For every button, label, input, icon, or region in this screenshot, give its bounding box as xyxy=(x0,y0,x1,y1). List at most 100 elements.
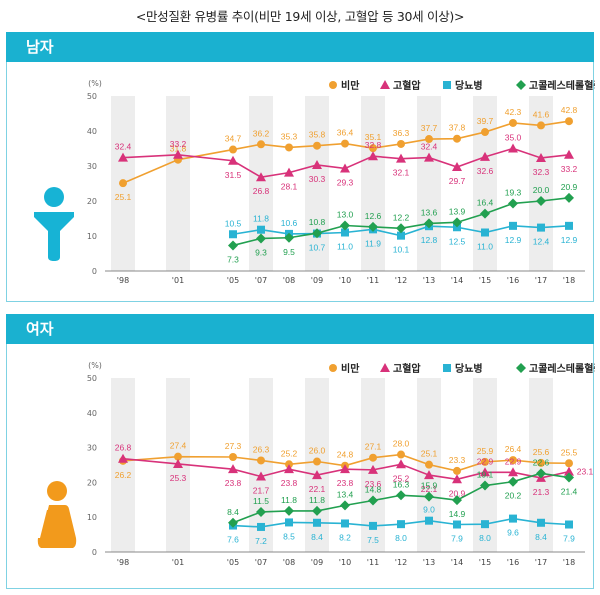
series-diabetes: 7.6 7.2 8.5 8.4 8.2 7.5 8.0 9.0 7.9 8.0 9.6 8.4 7.9 xyxy=(227,505,575,546)
y-tick-label: 0 xyxy=(92,267,97,276)
data-point-obesity xyxy=(174,452,182,461)
data-point-obesity xyxy=(119,179,127,188)
data-label-obesity: 25.5 xyxy=(561,447,578,457)
panel-header-female: 여자 xyxy=(6,314,594,344)
data-point-cholesterol xyxy=(508,476,518,487)
panel-male: 0 10 20 30 40 50 (%) '98 '01 '05 '07 '08 '09 '10 '11 '1… xyxy=(6,62,595,302)
x-tick-label: '09 xyxy=(311,558,323,567)
data-point-hypertension xyxy=(340,464,350,474)
data-point-diabetes xyxy=(229,230,237,239)
data-label-cholesterol: 11.8 xyxy=(309,495,325,505)
y-tick-label: 40 xyxy=(87,127,97,136)
year-band xyxy=(249,96,273,271)
series-obesity: 26.2 27.4 27.3 26.3 25.2 26.0 24.8 27.1 28.0 25.1… xyxy=(115,439,578,480)
data-point-hypertension xyxy=(256,471,266,481)
data-label-obesity: 26.3 xyxy=(253,444,270,454)
data-point-cholesterol xyxy=(228,517,238,528)
x-tick-label: '05 xyxy=(227,558,239,567)
data-label-hypertension: 21.7 xyxy=(253,485,270,495)
data-label-diabetes: 10.7 xyxy=(309,243,326,253)
data-point-hypertension xyxy=(284,167,294,177)
y-tick-label: 30 xyxy=(87,444,97,453)
legend-marker-diabetes xyxy=(443,364,451,372)
year-band xyxy=(305,96,329,271)
data-label-cholesterol: 11.8 xyxy=(281,495,297,505)
data-point-obesity xyxy=(565,459,573,468)
data-label-hypertension: 25.2 xyxy=(393,473,410,483)
data-point-obesity xyxy=(285,143,293,152)
y-unit-label: (%) xyxy=(88,361,102,370)
data-point-diabetes xyxy=(425,516,433,525)
data-label-hypertension: 29.7 xyxy=(449,176,466,186)
data-point-hypertension xyxy=(312,470,322,480)
legend-marker-obesity xyxy=(329,364,337,372)
data-label-cholesterol: 12.6 xyxy=(365,211,382,221)
data-point-cholesterol xyxy=(536,468,546,479)
legend-label-obesity: 비만 xyxy=(341,79,360,92)
x-tick-label: '14 xyxy=(451,276,463,285)
legend-marker-hypertension xyxy=(380,80,390,89)
y-tick-label: 40 xyxy=(87,409,97,418)
data-point-cholesterol xyxy=(480,208,490,219)
year-band xyxy=(473,96,497,271)
y-tick-label: 30 xyxy=(87,162,97,171)
data-label-hypertension: 29.3 xyxy=(337,177,354,187)
y-tick-label: 50 xyxy=(87,92,97,101)
data-point-obesity xyxy=(257,140,265,149)
data-point-cholesterol xyxy=(396,223,406,234)
data-label-hypertension: 21.3 xyxy=(533,487,550,497)
data-point-cholesterol xyxy=(284,232,294,243)
data-label-diabetes: 11.9 xyxy=(365,238,381,248)
series-obesity: 25.1 31.8 34.7 36.2 35.3 35.8 36.4 35.1 36.3 37.7… xyxy=(115,105,578,202)
data-point-cholesterol xyxy=(480,480,490,491)
data-point-cholesterol xyxy=(284,505,294,516)
legend-item-cholesterol: 고콜레스테롤혈증 xyxy=(516,362,595,375)
x-tick-label: '11 xyxy=(367,276,379,285)
data-label-diabetes: 12.9 xyxy=(561,235,578,245)
data-point-cholesterol xyxy=(228,240,238,251)
male-line-chart: 0 10 20 30 40 50 (%) '98 '01 '05 '07 '08 '09 '10 '11 '1… xyxy=(87,79,595,285)
data-label-cholesterol: 20.9 xyxy=(561,182,578,192)
data-point-hypertension xyxy=(173,458,183,468)
x-tick-label: '08 xyxy=(283,558,295,567)
female-line-chart: 0 10 20 30 40 50 (%) '98 '01 '05 '07 '08 '09 '10 '11 '1… xyxy=(87,361,595,567)
data-label-obesity: 26.2 xyxy=(115,470,132,480)
data-point-cholesterol xyxy=(340,500,350,511)
data-point-obesity xyxy=(229,452,237,461)
data-point-diabetes xyxy=(509,221,517,230)
data-label-diabetes: 10.6 xyxy=(281,218,298,228)
data-label-cholesterol: 7.3 xyxy=(227,254,239,264)
data-point-cholesterol xyxy=(312,228,322,239)
legend-item-obesity: 비만 xyxy=(329,362,360,375)
x-tick-label: '08 xyxy=(283,276,295,285)
y-tick-label: 0 xyxy=(92,548,97,557)
data-point-cholesterol xyxy=(424,218,434,229)
data-label-cholesterol: 13.9 xyxy=(449,206,466,216)
data-label-hypertension: 28.1 xyxy=(281,182,298,192)
data-label-hypertension: 32.6 xyxy=(477,166,494,176)
data-label-obesity: 35.8 xyxy=(309,130,326,140)
data-point-obesity xyxy=(537,121,545,130)
data-point-cholesterol xyxy=(452,217,462,228)
x-tick-label: '12 xyxy=(395,558,407,567)
year-band xyxy=(417,96,441,271)
data-point-diabetes xyxy=(565,520,573,529)
data-label-cholesterol: 14.8 xyxy=(365,484,382,494)
data-label-obesity: 42.8 xyxy=(561,105,578,115)
data-label-hypertension: 26.8 xyxy=(115,443,132,453)
legend-item-hypertension: 고혈압 xyxy=(380,362,421,375)
data-point-diabetes xyxy=(565,221,573,230)
y-tick-label: 10 xyxy=(87,232,97,241)
data-point-hypertension xyxy=(173,149,183,159)
data-label-obesity: 36.4 xyxy=(337,128,354,138)
data-label-cholesterol: 15.9 xyxy=(421,481,438,491)
data-label-obesity: 25.1 xyxy=(115,192,132,202)
data-point-hypertension xyxy=(564,466,574,476)
data-label-obesity: 35.3 xyxy=(281,131,298,141)
legend-item-diabetes: 당뇨병 xyxy=(443,79,483,92)
data-point-diabetes xyxy=(257,225,265,234)
data-label-obesity: 25.1 xyxy=(421,449,438,459)
data-point-obesity xyxy=(425,135,433,144)
year-band xyxy=(166,96,190,271)
data-label-obesity: 36.3 xyxy=(393,128,410,138)
